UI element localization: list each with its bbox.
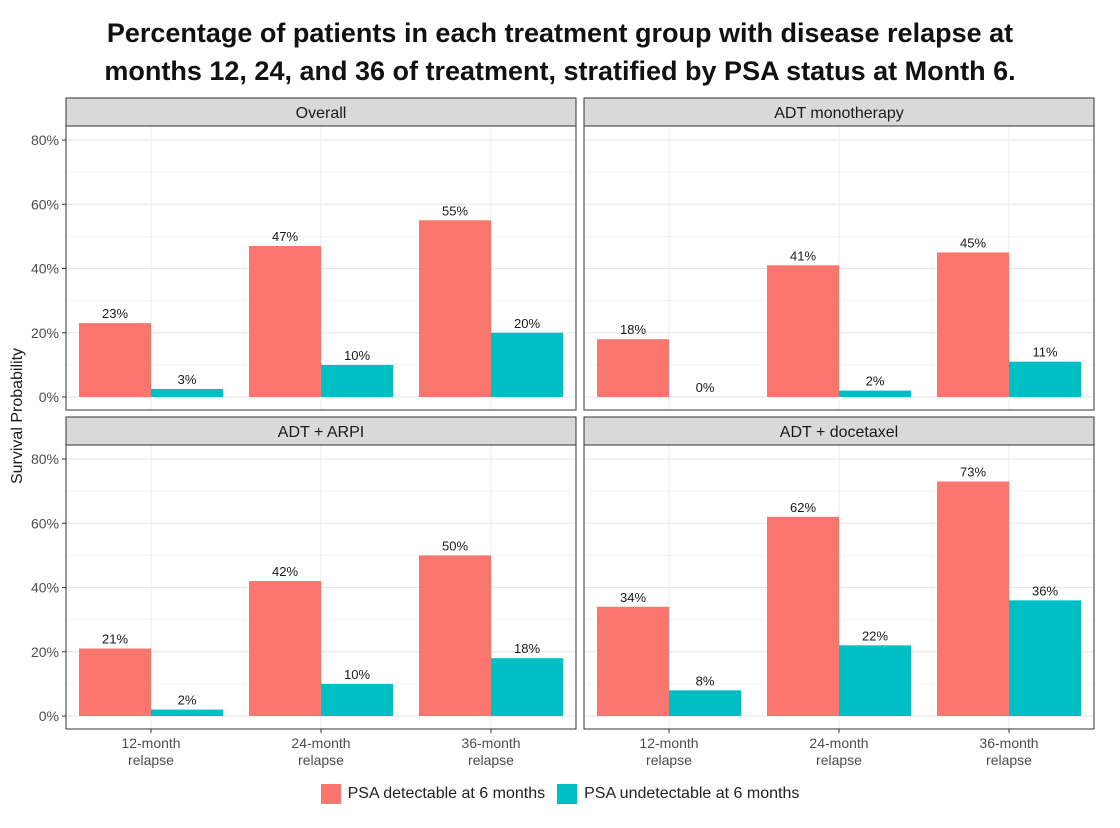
x-tick-label-line: relapse [298,752,344,768]
bar-overall-detectable-1 [249,246,321,397]
x-tick-label-line: 36-month [461,735,520,751]
bar-adt-docetaxel-detectable-0 [597,606,669,716]
chart-title: Percentage of patients in each treatment… [0,14,1120,90]
data-label-overall-undetectable-0: 3% [178,372,197,387]
x-tick-label-line: relapse [128,752,174,768]
y-tick-label-adt-arpi-4: 80% [31,451,59,467]
bar-overall-detectable-2 [419,220,491,397]
data-label-overall-undetectable-1: 10% [344,348,370,363]
bar-adt-docetaxel-detectable-1 [767,516,839,716]
facet-label-adt-arpi: ADT + ARPI [278,424,364,441]
bar-adt-monotherapy-detectable-2 [937,252,1009,397]
y-tick-label-adt-arpi-3: 60% [31,515,59,531]
data-label-adt-docetaxel-undetectable-1: 22% [862,628,888,643]
y-tick-label-adt-arpi-0: 0% [39,708,59,724]
bar-adt-arpi-undetectable-1 [321,683,393,716]
legend-swatch-detectable [320,784,341,804]
x-tick-label-line: relapse [646,752,692,768]
facet-strip-adt-monotherapy [583,97,1095,127]
bar-adt-monotherapy-detectable-0 [597,339,669,397]
facet-strip-adt-docetaxel [583,416,1095,446]
x-tick-label-line: 36-month [979,735,1038,751]
legend-swatch-undetectable [557,784,578,804]
y-tick-label-overall-2: 40% [31,261,59,277]
x-tick-label-adt-arpi-2: 36-month relapse [461,735,520,768]
data-label-adt-monotherapy-undetectable-1: 2% [866,374,885,389]
bar-adt-arpi-detectable-2 [419,555,491,716]
bar-adt-arpi-detectable-0 [79,648,151,716]
x-tick-label-adt-docetaxel-0: 12-month relapse [639,735,698,768]
data-label-adt-arpi-detectable-0: 21% [102,632,128,647]
y-axis-label: Survival Probability [9,348,26,484]
legend-label-detectable: PSA detectable at 6 months [347,785,546,802]
bar-adt-docetaxel-detectable-2 [937,481,1009,716]
data-label-adt-docetaxel-detectable-2: 73% [960,464,986,479]
x-tick-label-line: 12-month [121,735,180,751]
bar-adt-docetaxel-undetectable-0 [669,690,741,716]
legend-item-undetectable: PSA undetectable at 6 months [557,784,799,804]
data-label-adt-monotherapy-detectable-0: 18% [620,322,646,337]
data-label-adt-monotherapy-detectable-2: 45% [960,235,986,250]
data-label-adt-monotherapy-detectable-1: 41% [790,248,816,263]
panel-border-adt-monotherapy [583,125,1095,411]
x-tick-label-line: 24-month [291,735,350,751]
bar-adt-docetaxel-undetectable-1 [839,645,911,716]
x-tick-label-adt-arpi-0: 12-month relapse [121,735,180,768]
legend: PSA detectable at 6 months PSA undetecta… [0,784,1120,804]
data-label-adt-docetaxel-undetectable-2: 36% [1032,583,1058,598]
chart-title-line-1: Percentage of patients in each treatment… [106,18,1014,48]
x-tick-label-line: 24-month [809,735,868,751]
x-tick-label-adt-docetaxel-2: 36-month relapse [979,735,1038,768]
facet-strip-adt-arpi [65,416,577,446]
legend-label-undetectable: PSA undetectable at 6 months [584,785,800,802]
bar-overall-undetectable-2 [491,332,563,397]
x-tick-label-adt-arpi-1: 24-month relapse [291,735,350,768]
data-label-adt-docetaxel-undetectable-0: 8% [696,673,715,688]
y-tick-label-overall-1: 20% [31,325,59,341]
x-tick-label-line: relapse [986,752,1032,768]
data-label-overall-undetectable-2: 20% [514,316,540,331]
y-tick-label-overall-4: 80% [31,132,59,148]
bar-overall-undetectable-0 [151,388,223,397]
data-label-adt-arpi-undetectable-1: 10% [344,667,370,682]
y-tick-label-overall-0: 0% [39,389,59,405]
facet-label-adt-docetaxel: ADT + docetaxel [780,424,898,441]
bar-adt-arpi-undetectable-2 [491,658,563,716]
data-label-adt-monotherapy-undetectable-0: 0% [696,380,715,395]
data-label-adt-arpi-undetectable-2: 18% [514,641,540,656]
bar-adt-docetaxel-undetectable-2 [1009,600,1081,716]
data-label-adt-arpi-detectable-1: 42% [272,564,298,579]
bar-adt-monotherapy-undetectable-2 [1009,361,1081,397]
y-tick-label-adt-arpi-2: 40% [31,580,59,596]
data-label-adt-arpi-detectable-2: 50% [442,538,468,553]
facet-label-overall: Overall [296,105,347,122]
chart-title-line-2: months 12, 24, and 36 of treatment, stra… [104,56,1016,86]
bar-overall-detectable-0 [79,323,151,397]
data-label-overall-detectable-1: 47% [272,229,298,244]
data-label-adt-docetaxel-detectable-0: 34% [620,590,646,605]
data-label-adt-monotherapy-undetectable-2: 11% [1032,345,1057,360]
bar-adt-monotherapy-undetectable-1 [839,390,911,397]
data-label-overall-detectable-0: 23% [102,306,128,321]
legend-item-detectable: PSA detectable at 6 months [320,784,546,804]
y-tick-label-overall-3: 60% [31,196,59,212]
data-label-adt-docetaxel-detectable-1: 62% [790,500,816,515]
data-label-overall-detectable-2: 55% [442,203,468,218]
bar-adt-arpi-detectable-1 [249,581,321,716]
y-tick-label-adt-arpi-1: 20% [31,644,59,660]
facet-label-adt-monotherapy: ADT monotherapy [774,105,904,122]
x-tick-label-adt-docetaxel-1: 24-month relapse [809,735,868,768]
x-tick-label-line: 12-month [639,735,698,751]
bar-overall-undetectable-1 [321,364,393,397]
x-tick-label-line: relapse [816,752,862,768]
bar-adt-arpi-undetectable-0 [151,709,223,716]
bar-adt-monotherapy-detectable-1 [767,265,839,397]
x-tick-label-line: relapse [468,752,514,768]
data-label-adt-arpi-undetectable-0: 2% [178,693,197,708]
